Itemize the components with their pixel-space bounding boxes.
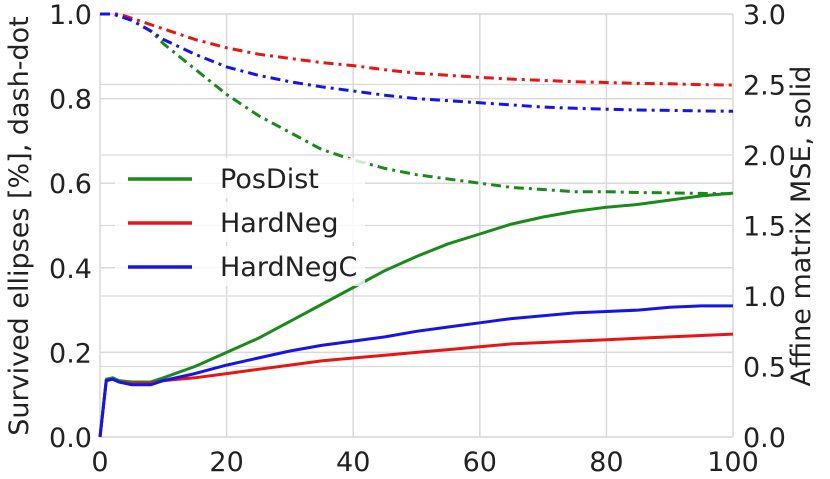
y-axis-left-label: Survived ellipses [%], dash-dot	[4, 16, 35, 435]
legend-label-posdist: PosDist	[220, 164, 319, 195]
legend-label-hardneg: HardNeg	[220, 208, 339, 239]
legend: PosDist HardNeg HardNegC	[115, 158, 365, 286]
x-tick-label: 80	[589, 447, 623, 478]
y-right-tick-label: 2.0	[743, 141, 786, 172]
y-left-tick-label: 0.4	[49, 254, 92, 285]
x-tick-label: 40	[336, 447, 370, 478]
series-line-mse-hardnegc	[98, 304, 733, 438]
y-right-tick-label: 0.5	[743, 353, 786, 384]
y-right-tick-label: 2.5	[743, 71, 786, 102]
series-line-survived-hardnegc	[100, 12, 734, 113]
legend-label-hardnegc: HardNegC	[220, 252, 357, 283]
series-line-survived-hardneg	[100, 12, 734, 87]
y-right-tick-label: 0.0	[743, 423, 786, 454]
grid	[99, 13, 734, 438]
y-left-tick-label: 0.6	[49, 169, 92, 200]
series-line-mse-hardneg	[98, 332, 734, 438]
y-right-tick-label: 3.0	[743, 0, 786, 31]
x-tick-label: 60	[463, 447, 497, 478]
y-axis-right-label: Affine matrix MSE, solid	[786, 66, 817, 387]
y-left-tick-label: 1.0	[49, 0, 92, 31]
x-tick-label: 0	[91, 447, 108, 478]
x-tick-label: 20	[209, 447, 243, 478]
tick-labels: 0 20 40 60 80 1000.00.20.40.60.81.00.00.51.01…	[49, 0, 786, 478]
series-lines	[98, 12, 734, 438]
y-right-tick-label: 1.0	[743, 282, 786, 313]
y-left-tick-label: 0.8	[49, 85, 92, 116]
x-tick-label: 100	[707, 447, 759, 478]
y-left-tick-label: 0.2	[49, 338, 92, 369]
y-right-tick-label: 1.5	[743, 212, 786, 243]
y-left-tick-label: 0.0	[49, 423, 92, 454]
